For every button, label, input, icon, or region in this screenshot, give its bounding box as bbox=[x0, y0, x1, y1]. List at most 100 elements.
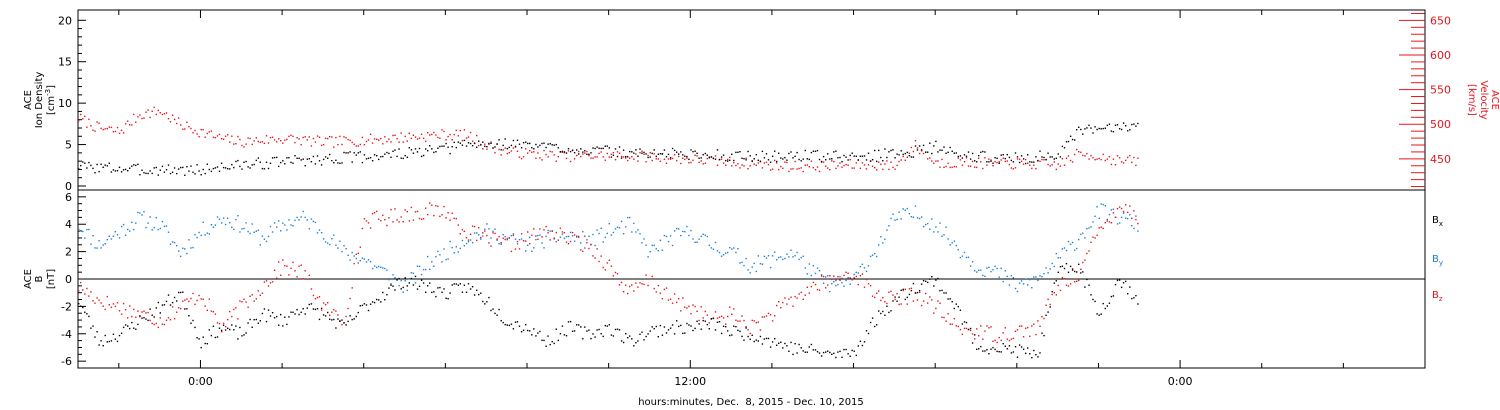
data-point bbox=[408, 282, 410, 284]
data-point bbox=[139, 114, 141, 116]
data-point bbox=[992, 269, 994, 271]
data-point bbox=[792, 353, 794, 356]
data-point bbox=[876, 169, 878, 171]
data-point bbox=[865, 168, 868, 170]
data-point bbox=[104, 164, 106, 166]
data-point bbox=[937, 160, 939, 162]
data-point bbox=[449, 240, 451, 243]
data-point bbox=[339, 240, 341, 242]
data-point bbox=[445, 217, 447, 219]
data-point bbox=[967, 151, 970, 153]
data-point bbox=[671, 157, 674, 160]
data-point bbox=[182, 300, 184, 302]
data-point bbox=[833, 151, 835, 153]
data-point bbox=[814, 349, 817, 351]
data-point bbox=[880, 236, 882, 238]
data-point bbox=[1049, 306, 1051, 308]
data-point bbox=[814, 150, 817, 152]
data-point bbox=[1037, 320, 1039, 322]
data-point bbox=[663, 158, 666, 160]
data-point bbox=[518, 325, 521, 327]
data-point bbox=[531, 147, 533, 149]
data-point bbox=[553, 154, 555, 156]
data-point bbox=[533, 151, 535, 153]
data-point bbox=[276, 277, 278, 279]
data-point bbox=[818, 352, 821, 354]
data-point bbox=[537, 146, 539, 148]
data-point bbox=[1067, 240, 1070, 243]
data-point bbox=[1002, 157, 1004, 159]
data-point bbox=[945, 320, 947, 322]
data-point bbox=[1133, 227, 1135, 230]
data-point bbox=[835, 356, 837, 359]
data-point bbox=[994, 348, 996, 351]
data-point bbox=[796, 352, 798, 354]
data-point bbox=[737, 163, 739, 165]
data-point bbox=[1033, 276, 1035, 278]
data-point bbox=[906, 296, 908, 299]
data-point bbox=[1029, 164, 1031, 166]
data-point bbox=[949, 244, 951, 246]
data-point bbox=[167, 164, 170, 166]
data-point bbox=[206, 163, 208, 165]
data-point bbox=[1012, 337, 1015, 340]
data-point bbox=[510, 150, 513, 152]
data-point bbox=[471, 225, 474, 227]
data-point bbox=[294, 141, 296, 144]
data-point bbox=[418, 265, 421, 268]
data-point bbox=[261, 292, 264, 294]
data-point bbox=[98, 299, 100, 301]
data-point bbox=[896, 164, 898, 167]
data-point bbox=[1008, 156, 1011, 159]
data-point bbox=[794, 160, 796, 163]
data-point bbox=[216, 166, 219, 168]
data-point bbox=[839, 279, 841, 281]
data-point bbox=[784, 297, 786, 299]
data-point bbox=[706, 235, 708, 238]
data-point bbox=[822, 351, 825, 354]
data-point bbox=[84, 162, 86, 164]
data-point bbox=[190, 247, 192, 249]
data-point bbox=[178, 291, 180, 294]
data-point bbox=[620, 340, 623, 342]
data-point bbox=[716, 164, 719, 166]
data-point bbox=[547, 143, 549, 145]
data-point bbox=[265, 320, 268, 323]
data-point bbox=[780, 256, 782, 258]
data-point bbox=[141, 311, 143, 313]
data-point bbox=[1084, 155, 1086, 157]
data-point bbox=[984, 151, 986, 153]
data-point bbox=[637, 340, 639, 342]
data-point bbox=[676, 159, 678, 162]
data-point bbox=[827, 167, 829, 169]
data-point bbox=[459, 233, 461, 235]
data-point bbox=[647, 333, 649, 335]
data-point bbox=[582, 153, 584, 155]
data-point bbox=[206, 309, 208, 311]
data-point bbox=[1010, 159, 1013, 162]
data-point bbox=[1033, 161, 1035, 163]
data-point bbox=[820, 274, 823, 276]
data-point bbox=[953, 165, 955, 168]
data-point bbox=[627, 159, 629, 162]
data-point bbox=[145, 318, 147, 320]
data-point bbox=[1022, 348, 1025, 350]
data-point bbox=[988, 161, 990, 163]
data-point bbox=[494, 228, 496, 230]
data-point bbox=[704, 162, 706, 164]
data-point bbox=[912, 156, 915, 158]
data-point bbox=[237, 318, 239, 320]
data-point bbox=[694, 305, 696, 308]
data-point bbox=[1108, 156, 1111, 158]
data-point bbox=[1014, 346, 1017, 348]
data-point bbox=[349, 315, 351, 317]
data-point bbox=[506, 239, 508, 241]
data-point bbox=[667, 329, 670, 331]
data-point bbox=[729, 156, 731, 159]
data-point bbox=[816, 166, 819, 168]
data-point bbox=[282, 160, 284, 162]
data-point bbox=[1118, 279, 1121, 281]
data-point bbox=[990, 270, 992, 273]
data-point bbox=[720, 315, 723, 317]
data-point bbox=[492, 230, 494, 232]
